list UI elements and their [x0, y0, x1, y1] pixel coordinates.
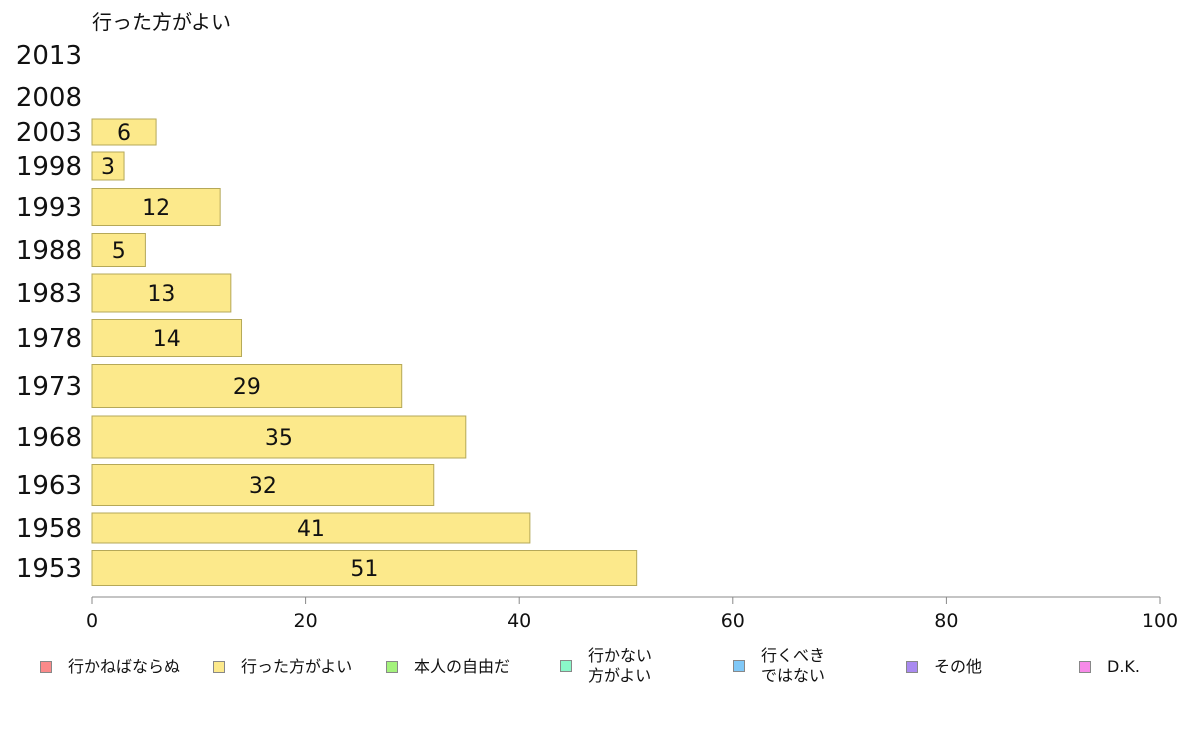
data-label: 29 [233, 375, 261, 400]
bar [91, 188, 221, 226]
legend-item-should-not-go: 行くべき ではない [733, 646, 825, 686]
legend: 行かねばならぬ 行った方がよい 本人の自由だ 行かない 方がよい 行くべき では… [0, 645, 1188, 695]
legend-label: 行くべき ではない [761, 646, 826, 685]
bar [91, 319, 243, 357]
bar [91, 151, 125, 181]
bar [91, 512, 531, 544]
data-label: 13 [147, 282, 175, 307]
data-label: 32 [249, 474, 277, 499]
legend-label: 行かない 方がよい [588, 646, 653, 685]
legend-swatch [40, 661, 52, 673]
legend-item-own-choice: 本人の自由だ [386, 657, 510, 677]
legend-item-better-not-go: 行かない 方がよい [560, 646, 652, 686]
y-tick-label: 1983 [16, 279, 82, 309]
y-tick-label: 1958 [16, 514, 82, 544]
legend-item-must-go: 行かねばならぬ [40, 657, 180, 677]
legend-swatch [1079, 661, 1091, 673]
x-tick-label: 80 [934, 610, 958, 632]
x-tick-label: 40 [507, 610, 531, 632]
legend-swatch [733, 660, 745, 672]
y-tick-label: 1963 [16, 471, 82, 501]
legend-swatch [213, 661, 225, 673]
y-tick-label: 1998 [16, 152, 82, 182]
x-tick-label: 100 [1142, 610, 1178, 632]
bar [91, 550, 638, 586]
bar [91, 118, 157, 146]
legend-label: D.K. [1107, 657, 1140, 676]
data-label: 6 [117, 121, 131, 146]
legend-label: 行かねばならぬ [68, 657, 181, 676]
bar [91, 415, 467, 459]
y-tick-label: 2013 [16, 41, 82, 71]
x-tick-label: 60 [721, 610, 745, 632]
y-tick-label: 2003 [16, 118, 82, 148]
bar [91, 233, 146, 267]
legend-item-other: その他 [906, 657, 982, 677]
legend-label: 本人の自由だ [414, 657, 511, 676]
legend-swatch [386, 661, 398, 673]
x-tick-label: 20 [294, 610, 318, 632]
bar-chart: 2013 2008 2003 6 1998 3 1993 12 1988 5 1983 13 1978 1… [16, 41, 1178, 632]
data-label: 12 [142, 196, 170, 221]
legend-swatch [560, 660, 572, 672]
data-label: 5 [112, 239, 126, 264]
x-tick-label: 0 [86, 610, 98, 632]
data-label: 51 [350, 557, 378, 582]
data-label: 41 [297, 517, 325, 542]
y-tick-label: 1973 [16, 372, 82, 402]
y-tick-label: 1993 [16, 193, 82, 223]
legend-label: その他 [934, 657, 983, 676]
bar [91, 464, 435, 506]
y-tick-label: 1978 [16, 324, 82, 354]
legend-item-dk: D.K. [1079, 657, 1140, 677]
data-label: 14 [153, 327, 181, 352]
bar [91, 273, 232, 313]
legend-swatch [906, 661, 918, 673]
chart-title: 行った方がよい [92, 10, 231, 34]
y-tick-label: 2008 [16, 83, 82, 113]
data-label: 3 [101, 155, 115, 180]
y-tick-label: 1953 [16, 554, 82, 584]
y-tick-label: 1968 [16, 423, 82, 453]
bar [91, 364, 403, 408]
data-label: 35 [265, 426, 293, 451]
legend-item-better-go: 行った方がよい [213, 657, 352, 677]
legend-label: 行った方がよい [241, 657, 353, 676]
y-tick-label: 1988 [16, 236, 82, 266]
